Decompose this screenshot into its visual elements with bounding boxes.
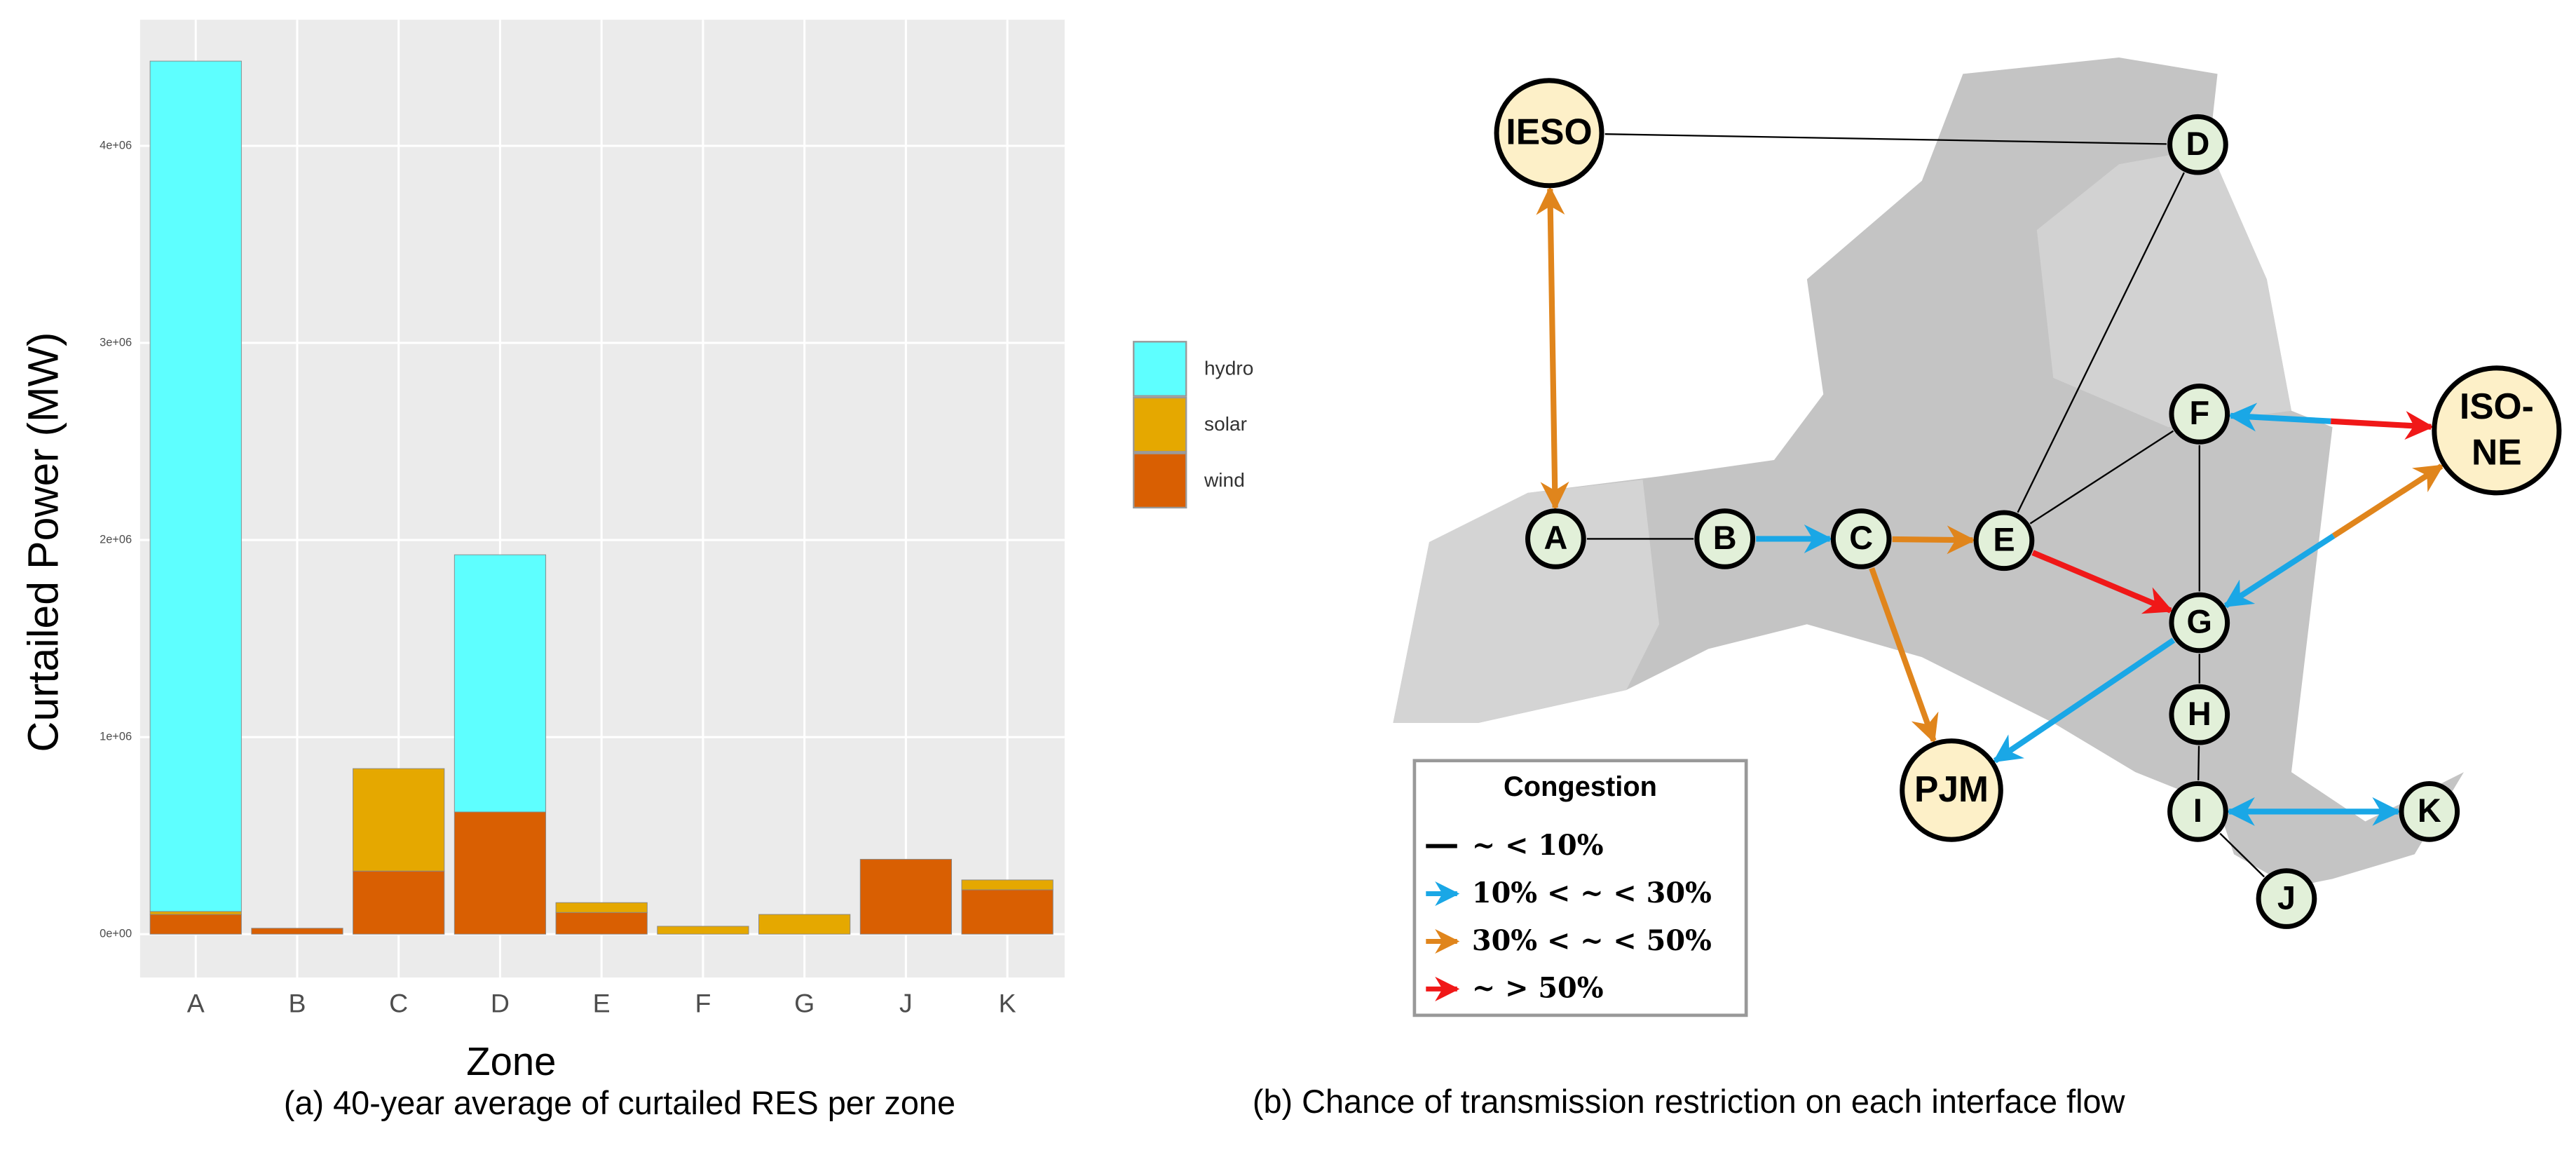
edge bbox=[1992, 637, 2176, 764]
node bbox=[2432, 365, 2562, 496]
node bbox=[2167, 781, 2228, 842]
edge bbox=[1604, 133, 2167, 145]
bar-segment bbox=[251, 928, 343, 935]
node-label: J bbox=[2277, 879, 2296, 916]
bar-segment bbox=[149, 914, 242, 935]
node-label: PJM bbox=[1914, 769, 1989, 809]
legend-title: Congestion bbox=[1504, 771, 1657, 802]
region bbox=[2036, 147, 2291, 428]
edge bbox=[2331, 411, 2434, 440]
bar-segment bbox=[758, 914, 851, 935]
x-tick-label: B bbox=[288, 989, 306, 1018]
y-tick-label: 1e+06 bbox=[100, 730, 132, 743]
bar-segment bbox=[961, 889, 1054, 935]
bar-segment bbox=[353, 870, 445, 935]
node bbox=[2167, 114, 2228, 175]
bar-segment bbox=[961, 879, 1054, 891]
legend-swatch bbox=[1133, 341, 1187, 397]
y-tick-label: 3e+06 bbox=[100, 336, 132, 349]
node-label: C bbox=[1849, 520, 1873, 556]
node bbox=[1525, 508, 1586, 569]
node bbox=[1900, 738, 2003, 842]
edge bbox=[1869, 567, 1939, 744]
edge bbox=[2219, 832, 2265, 878]
legend-swatch bbox=[1133, 452, 1187, 509]
node bbox=[2169, 684, 2230, 745]
bar-segment bbox=[149, 911, 242, 915]
bar-segment bbox=[555, 912, 648, 935]
node bbox=[2256, 868, 2317, 929]
legend-label: hydro bbox=[1204, 358, 1253, 379]
edge bbox=[1536, 186, 1569, 511]
node-label: D bbox=[2186, 126, 2210, 162]
x-tick-label: D bbox=[491, 989, 510, 1018]
edge bbox=[1892, 525, 1976, 555]
bar-segment bbox=[454, 554, 547, 813]
node bbox=[2169, 384, 2230, 445]
legend-box bbox=[1412, 759, 1748, 1017]
legend-swatch bbox=[1133, 396, 1187, 453]
node bbox=[1694, 508, 1756, 569]
x-tick-label: J bbox=[899, 989, 913, 1018]
bar-segment bbox=[859, 858, 952, 935]
legend-label: 10% < ~ < 30% bbox=[1472, 877, 1712, 909]
edge bbox=[2031, 550, 2174, 614]
node bbox=[2169, 592, 2230, 654]
node-label: B bbox=[1713, 520, 1737, 556]
node bbox=[2399, 781, 2460, 842]
node-label: F bbox=[2189, 395, 2209, 431]
y-tick-label: 4e+06 bbox=[100, 139, 132, 151]
x-tick-label: E bbox=[593, 989, 611, 1018]
x-tick-label: G bbox=[794, 989, 815, 1018]
edge bbox=[2197, 745, 2200, 780]
bar-segment bbox=[657, 926, 749, 935]
y-axis-title: Curtailed Power (MW) bbox=[19, 332, 67, 752]
x-tick-label: F bbox=[695, 989, 711, 1018]
legend-label: ~ > 50% bbox=[1472, 973, 1604, 1005]
bar-segment bbox=[353, 768, 445, 872]
x-tick-label: K bbox=[999, 989, 1016, 1018]
node-label: ISO- bbox=[2460, 386, 2534, 426]
node bbox=[1973, 510, 2035, 571]
node bbox=[1830, 508, 1892, 569]
node-label: I bbox=[2193, 792, 2202, 829]
edge bbox=[2029, 430, 2174, 525]
region bbox=[1393, 480, 1659, 723]
legend-label: solar bbox=[1204, 413, 1247, 435]
node-label: NE bbox=[2472, 432, 2522, 473]
bar-segment bbox=[454, 811, 547, 935]
y-tick-label: 2e+06 bbox=[100, 533, 132, 546]
node-label: K bbox=[2418, 792, 2441, 829]
edge bbox=[2223, 533, 2336, 609]
legend-label: 30% < ~ < 50% bbox=[1472, 925, 1712, 957]
caption: (a) 40-year average of curtailed RES per… bbox=[284, 1085, 955, 1121]
x-axis-title: Zone bbox=[466, 1039, 556, 1083]
edge bbox=[2331, 464, 2444, 539]
node-label: G bbox=[2187, 604, 2212, 640]
y-tick-label: 0e+00 bbox=[100, 927, 132, 940]
node-label: A bbox=[1543, 520, 1567, 556]
node-label: H bbox=[2188, 696, 2212, 732]
diagram: IESO D A B C E F ISO- NE G H PJM I K J bbox=[1494, 78, 2562, 929]
edge bbox=[2017, 172, 2185, 513]
node-label: E bbox=[1993, 522, 2015, 558]
edge bbox=[2228, 402, 2331, 432]
bar-segment bbox=[149, 60, 242, 912]
legend-label: ~ < 10% bbox=[1472, 830, 1604, 862]
node bbox=[1494, 78, 1604, 189]
x-tick-label: A bbox=[187, 989, 205, 1018]
caption: (b) Chance of transmission restriction o… bbox=[1253, 1083, 2125, 1120]
legend-label: wind bbox=[1204, 469, 1245, 491]
bar-segment bbox=[555, 902, 648, 913]
node-label: IESO bbox=[1506, 111, 1592, 152]
x-tick-label: C bbox=[389, 989, 408, 1018]
map bbox=[1393, 58, 2464, 888]
